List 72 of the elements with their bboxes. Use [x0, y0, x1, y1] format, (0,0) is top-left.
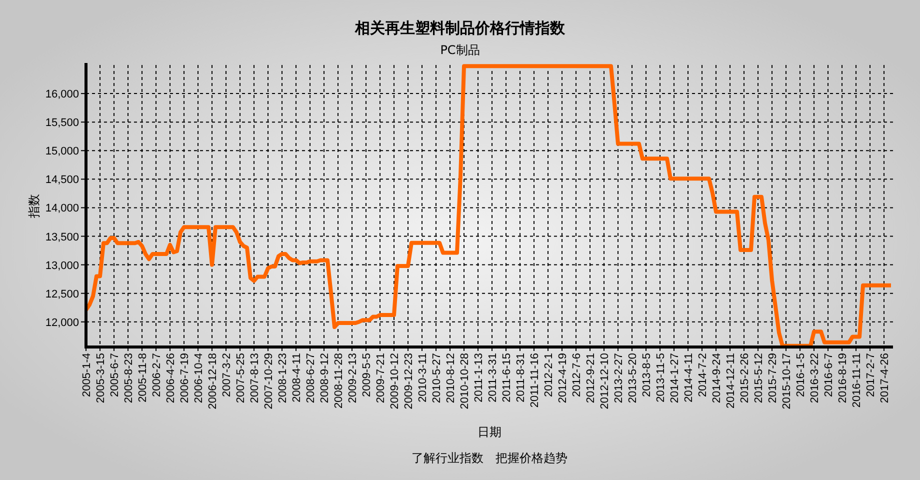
x-tick-label: 2007-3-2 — [221, 353, 233, 398]
x-tick-label: 2008-11-28 — [333, 353, 345, 408]
x-tick-label: 2015-2-26 — [739, 353, 751, 404]
x-tick-label: 2009-2-13 — [347, 353, 359, 404]
x-tick-label: 2012-12-10 — [599, 353, 611, 410]
x-tick-label: 2016-8-19 — [837, 353, 849, 404]
x-tick-label: 2006-2-7 — [151, 353, 163, 398]
x-tick-label: 2016-11-11 — [851, 353, 863, 408]
y-tick-label: 14,500 — [45, 174, 79, 186]
x-tick-label: 2014-1-27 — [669, 353, 681, 404]
x-tick-label: 2009-5-5 — [361, 353, 373, 398]
x-tick-label: 2010-10-28 — [459, 353, 471, 410]
x-tick-label: 2006-7-19 — [179, 353, 191, 404]
x-tick-label: 2009-12-23 — [403, 353, 415, 410]
y-axis-title: 指数 — [27, 194, 41, 219]
x-tick-label: 2007-5-25 — [235, 353, 247, 404]
x-tick-label: 2009-10-12 — [389, 353, 401, 410]
x-tick-label: 2005-11-8 — [137, 353, 149, 402]
y-tick-label: 15,500 — [45, 117, 79, 130]
x-tick-label: 2010-8-12 — [445, 353, 457, 404]
y-tick-label: 16,000 — [45, 88, 79, 101]
y-tick-label: 13,000 — [45, 260, 79, 272]
x-tick-label: 2005-8-23 — [123, 353, 135, 404]
x-tick-label: 2008-9-12 — [319, 353, 331, 404]
x-tick-label: 2016-1-5 — [795, 353, 807, 398]
x-tick-label: 2014-12-11 — [725, 353, 737, 408]
x-tick-label: 2008-4-11 — [291, 353, 303, 402]
x-tick-label: 2005-3-15 — [95, 353, 107, 404]
x-tick-label: 2016-6-7 — [823, 353, 835, 398]
text: 了解行业指数 把握价格趋势 — [412, 451, 568, 465]
x-tick-label: 2011-3-31 — [487, 353, 499, 402]
x-tick-label: 2013-2-27 — [613, 353, 625, 404]
x-tick-label: 2010-3-11 — [417, 353, 429, 402]
x-tick-label: 2008-1-23 — [277, 353, 289, 404]
chart-subtitle: PC制品 — [440, 43, 480, 57]
x-tick-label: 2008-6-27 — [305, 353, 317, 404]
x-tick-label: 2012-9-21 — [585, 353, 597, 404]
x-tick-label: 2014-7-2 — [697, 353, 709, 398]
x-tick-label: 2006-12-18 — [207, 353, 219, 410]
x-tick-label: 2011-11-16 — [529, 353, 541, 408]
y-tick-label: 15,000 — [45, 146, 79, 158]
y-tick-label: 13,500 — [45, 231, 79, 244]
x-tick-label: 2011-8-31 — [515, 353, 527, 402]
x-tick-label: 2015-7-29 — [767, 353, 779, 404]
y-tick-label: 14,000 — [45, 202, 79, 215]
x-tick-label: 2015-5-12 — [753, 353, 765, 404]
x-tick-label: 2005-1-4 — [81, 353, 93, 398]
x-tick-label: 2012-2-1 — [543, 353, 555, 398]
x-axis-title: 日期 — [478, 425, 502, 439]
x-tick-label: 2017-4-26 — [879, 353, 891, 404]
x-tick-label: 2011-6-15 — [501, 353, 513, 402]
x-tick-label: 2016-3-22 — [809, 353, 821, 404]
x-tick-label: 2005-6-7 — [109, 353, 121, 398]
x-tick-label: 2007-10-29 — [263, 353, 275, 410]
x-tick-label: 2013-11-5 — [655, 353, 667, 402]
x-tick-label: 2010-5-27 — [431, 353, 443, 404]
x-tick-label: 2014-9-24 — [711, 353, 723, 404]
y-tick-label: 12,500 — [45, 288, 79, 300]
x-tick-label: 2014-4-11 — [683, 353, 695, 402]
x-tick-label: 2012-7-6 — [571, 353, 583, 398]
x-tick-label: 2013-5-20 — [627, 353, 639, 404]
x-tick-label: 2015-10-17 — [781, 353, 793, 410]
x-tick-label: 2007-8-13 — [249, 353, 261, 404]
chart-title: 相关再生塑料制品价格行情指数 — [354, 19, 566, 37]
x-tick-label: 2006-10-4 — [193, 353, 205, 404]
x-tick-label: 2012-4-19 — [557, 353, 569, 404]
x-tick-label: 2006-4-26 — [165, 353, 177, 404]
x-tick-label: 2011-1-13 — [473, 353, 485, 402]
x-tick-label: 2017-2-7 — [865, 353, 877, 398]
y-tick-label: 12,000 — [45, 316, 79, 329]
x-tick-label: 2009-7-21 — [375, 353, 387, 404]
x-tick-label: 2013-8-5 — [641, 353, 653, 398]
